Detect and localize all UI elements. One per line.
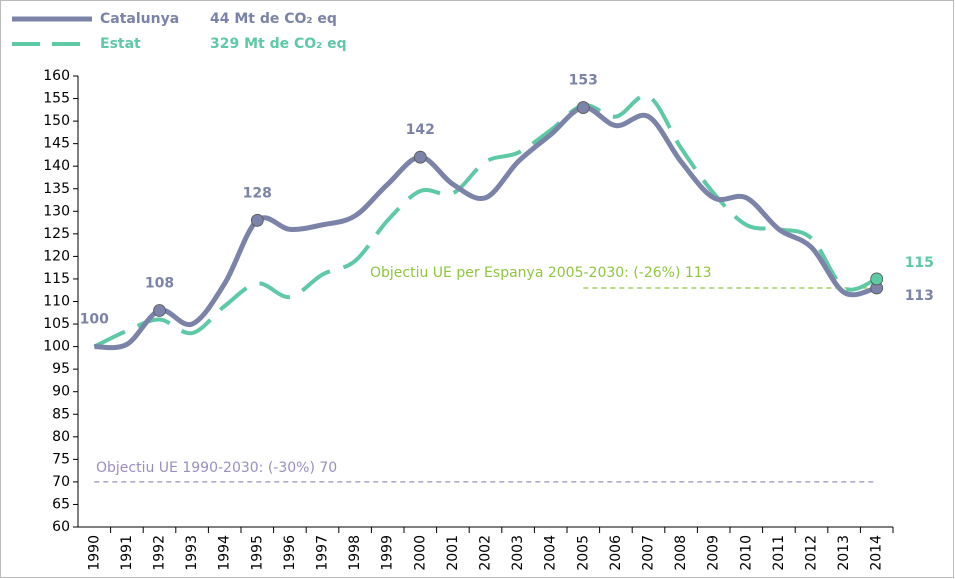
x-tick-label: 1990 xyxy=(86,535,102,571)
point-marker xyxy=(153,304,166,317)
x-tick-label: 1997 xyxy=(315,535,331,571)
x-tick-label: 1992 xyxy=(152,535,168,571)
point-marker xyxy=(576,101,590,114)
data-label: 115 xyxy=(905,255,934,271)
y-tick-label: 60 xyxy=(52,519,70,535)
x-tick-label: 2003 xyxy=(510,535,526,571)
y-tick-label: 105 xyxy=(43,316,70,332)
data-label: 100 xyxy=(80,312,109,328)
x-tick-label: 1993 xyxy=(184,535,200,571)
legend-label: Catalunya xyxy=(100,11,179,27)
y-tick-label: 130 xyxy=(43,203,70,219)
y-tick-label: 75 xyxy=(52,451,70,467)
point-marker xyxy=(870,272,884,286)
x-tick-label: 1999 xyxy=(380,535,396,571)
y-tick-label: 85 xyxy=(52,406,70,422)
x-tick-label: 2010 xyxy=(738,535,754,571)
y-tick-label: 145 xyxy=(43,136,70,152)
series-line xyxy=(94,105,878,351)
x-tick-label: 1995 xyxy=(249,535,265,571)
legend-note: 44 Mt de CO₂ eq xyxy=(210,11,337,27)
x-tick-label: 2012 xyxy=(804,535,820,571)
y-tick-label: 155 xyxy=(43,91,70,107)
x-tick-label: 2006 xyxy=(608,535,624,571)
x-tick-label: 1991 xyxy=(119,535,135,571)
legend-label: Estat xyxy=(100,36,141,52)
y-tick-label: 140 xyxy=(43,158,70,174)
x-tick-label: 2014 xyxy=(869,535,885,571)
y-tick-label: 95 xyxy=(52,361,70,377)
x-tick-label: 2001 xyxy=(445,535,461,571)
series-line xyxy=(93,93,878,349)
x-tick-label: 2011 xyxy=(771,535,787,571)
y-tick-label: 80 xyxy=(52,429,70,445)
x-tick-label: 2013 xyxy=(836,535,852,571)
x-tick-label: 2002 xyxy=(478,535,494,571)
y-tick-label: 110 xyxy=(43,294,70,310)
x-tick-label: 2009 xyxy=(706,535,722,571)
data-label: 108 xyxy=(145,276,174,292)
reference-label: Objectiu UE per Espanya 2005-2030: (-26%… xyxy=(370,265,712,281)
x-tick-label: 1998 xyxy=(347,535,363,571)
x-tick-label: 2005 xyxy=(575,535,591,571)
y-tick-label: 135 xyxy=(43,181,70,197)
y-tick-label: 120 xyxy=(43,248,70,264)
data-label: 113 xyxy=(905,288,934,304)
x-tick-label: 2008 xyxy=(673,535,689,571)
y-tick-label: 125 xyxy=(43,226,70,242)
legend-note: 329 Mt de CO₂ eq xyxy=(210,36,347,52)
data-label: 142 xyxy=(406,122,435,138)
x-tick-label: 1994 xyxy=(217,535,233,571)
y-tick-label: 65 xyxy=(52,496,70,512)
x-tick-label: 2007 xyxy=(641,535,657,571)
y-tick-label: 115 xyxy=(43,271,70,287)
x-tick-label: 2000 xyxy=(412,535,428,571)
data-label: 153 xyxy=(569,73,598,89)
data-label: 128 xyxy=(243,185,272,201)
y-tick-label: 160 xyxy=(43,68,70,84)
y-tick-label: 150 xyxy=(43,113,70,129)
y-tick-label: 90 xyxy=(52,384,70,400)
y-tick-label: 100 xyxy=(43,339,70,355)
point-marker xyxy=(250,213,264,227)
reference-label: Objectiu UE 1990-2030: (-30%) 70 xyxy=(96,460,337,476)
point-marker xyxy=(413,150,427,164)
y-tick-label: 70 xyxy=(52,474,70,490)
x-tick-label: 2004 xyxy=(543,535,559,571)
x-tick-label: 1996 xyxy=(282,535,298,571)
